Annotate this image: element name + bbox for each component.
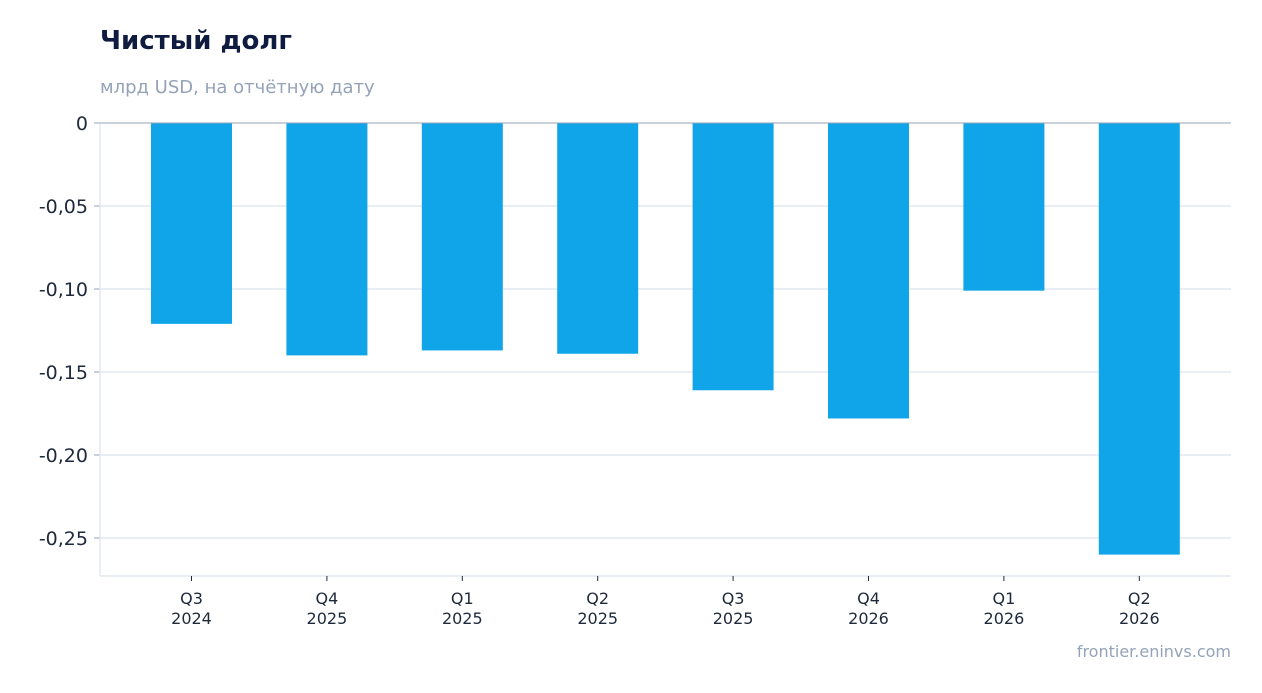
bar — [963, 123, 1045, 291]
x-tick-label: Q3 2025 — [713, 589, 754, 628]
y-tick-label: 0 — [76, 113, 88, 135]
y-tick-label: -0,25 — [39, 528, 88, 550]
chart-subtitle: млрд USD, на отчётную дату — [100, 77, 375, 98]
axes — [99, 123, 1231, 581]
x-tick-label: Q2 2025 — [577, 589, 618, 628]
source-watermark: frontier.eninvs.com — [1076, 642, 1231, 661]
chart-title: Чистый долг — [100, 26, 292, 56]
x-tick-label: Q1 2025 — [442, 589, 483, 628]
bar — [828, 123, 909, 419]
x-tick-label: Q4 2026 — [848, 589, 889, 628]
bar — [1098, 123, 1180, 555]
bar — [557, 123, 639, 354]
y-tick-label: -0,05 — [39, 196, 88, 218]
x-tick-label: Q2 2026 — [1119, 589, 1160, 628]
bar — [151, 123, 232, 324]
gridlines — [94, 122, 1231, 539]
y-tick-labels: 0 -0,05 -0,10 -0,15 -0,20 -0,25 — [39, 113, 88, 550]
x-tick-label: Q3 2024 — [171, 589, 212, 628]
y-tick-label: -0,10 — [39, 279, 88, 301]
y-tick-label: -0,15 — [39, 362, 88, 384]
y-tick-label: -0,20 — [39, 445, 88, 467]
x-tick-label: Q4 2025 — [307, 589, 348, 628]
x-tick-label: Q1 2026 — [984, 589, 1025, 628]
x-tick-labels: Q3 2024 Q4 2025 Q1 2025 Q2 2025 Q3 2025 Q4 2026 Q1 20… — [171, 589, 1160, 628]
bars — [100, 122, 1231, 555]
bar — [692, 123, 774, 391]
bar — [286, 123, 368, 356]
bar — [421, 123, 503, 351]
